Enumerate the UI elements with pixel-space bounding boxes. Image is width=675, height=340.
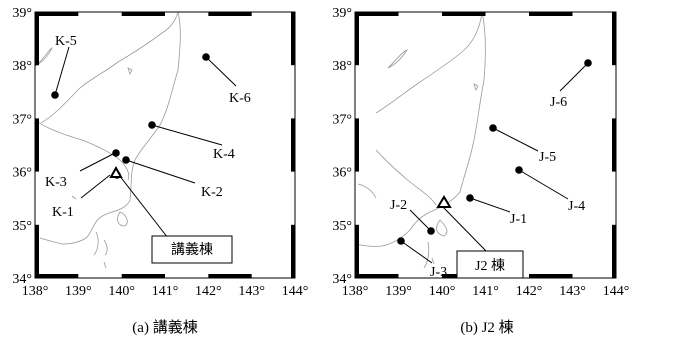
building-label-b: J2 棟 — [475, 258, 505, 274]
lat-tick-label: 37° — [12, 112, 32, 127]
station-labels-b: J-6 J-5 J-4 J-1 J-2 J-3 — [390, 95, 585, 280]
lat-tick-label: 35° — [12, 219, 32, 234]
lon-labels-b: 138° 139° 140° 141° 142° 143° 144° — [342, 284, 630, 299]
lon-tick-label: 138° — [342, 284, 369, 299]
station-j-6-marker — [584, 59, 592, 67]
leader-lines-a — [54, 46, 237, 239]
lat-tick-label: 37° — [332, 112, 352, 127]
lat-tick-label: 39° — [12, 6, 32, 21]
frame-bar — [121, 274, 165, 278]
station-k-5-marker — [51, 91, 59, 99]
lat-tick-label: 36° — [12, 166, 32, 181]
frame-bar — [612, 12, 616, 66]
lon-tick-label: 142° — [516, 284, 543, 299]
lat-tick-label: 34° — [332, 272, 352, 287]
station-k-6-marker — [202, 53, 210, 61]
station-j-1-marker — [466, 194, 474, 202]
lon-tick-label: 143° — [559, 284, 586, 299]
frame-bar — [35, 12, 79, 16]
station-k-3-marker — [112, 149, 120, 157]
lon-tick-label: 143° — [238, 284, 265, 299]
station-j-3-marker — [397, 237, 405, 245]
frame-bar — [355, 224, 359, 278]
station-label: K-6 — [229, 91, 251, 106]
lat-tick-label: 36° — [332, 166, 352, 181]
station-label: J-6 — [550, 95, 567, 110]
frame-ticks-a — [35, 12, 295, 278]
frame-bar — [355, 118, 359, 172]
building-label-box-b — [456, 250, 524, 279]
leader-lines-b — [400, 62, 589, 264]
stations-b — [397, 59, 592, 245]
lat-tick-label: 38° — [12, 59, 32, 74]
frame-bar — [35, 118, 39, 172]
coastline-b — [355, 11, 486, 269]
building-b-triangle-icon — [436, 195, 452, 208]
station-label: K-1 — [52, 205, 74, 220]
station-label: K-2 — [201, 185, 223, 200]
frame-bar — [529, 274, 573, 278]
station-label: J-2 — [390, 198, 407, 213]
frame-bar — [35, 12, 39, 66]
station-j-4-marker — [515, 166, 523, 174]
lon-tick-label: 141° — [472, 284, 499, 299]
map-caption-b: (b) J2 棟 — [460, 319, 513, 336]
station-j-2-marker — [427, 227, 435, 235]
station-labels-a: K-5 K-6 K-4 K-3 K-2 K-1 — [45, 34, 251, 220]
lon-tick-label: 140° — [108, 284, 135, 299]
station-j-5-marker — [489, 124, 497, 132]
lon-tick-label: 140° — [429, 284, 456, 299]
lon-tick-label: 144° — [603, 284, 630, 299]
frame-bar — [442, 12, 486, 16]
building-label-a: 講義棟 — [171, 241, 213, 258]
frame-bar — [35, 274, 79, 278]
frame-bar — [612, 224, 616, 278]
lon-labels-a: 138° 139° 140° 141° 142° 143° 144° — [22, 284, 309, 299]
station-label: J-4 — [568, 199, 585, 214]
lat-tick-label: 35° — [332, 219, 352, 234]
building-a-triangle-icon — [109, 165, 123, 178]
frame-bar — [208, 274, 252, 278]
lon-tick-label: 139° — [65, 284, 92, 299]
frame-bar — [35, 224, 39, 278]
frame-bar — [208, 12, 252, 16]
frame-bar — [355, 12, 399, 16]
coastline-a — [34, 11, 181, 269]
station-label: J-3 — [430, 265, 447, 280]
frame-bar — [291, 224, 295, 278]
lon-tick-label: 138° — [22, 284, 49, 299]
frame-bar — [529, 12, 573, 16]
station-label: K-3 — [45, 175, 67, 190]
station-label: K-4 — [213, 147, 235, 162]
map-caption-a: (a) 講義棟 — [132, 319, 197, 336]
frame-bar — [121, 12, 165, 16]
frame-bar — [291, 12, 295, 66]
map-b: 39°38°37°36°35°34° 138° 139° 140° 141° 142° 1… — [332, 6, 629, 336]
lat-tick-label: 39° — [332, 6, 352, 21]
lon-tick-label: 142° — [195, 284, 222, 299]
frame-bar — [291, 118, 295, 172]
station-label: K-5 — [55, 34, 77, 49]
frame-bar — [355, 12, 359, 66]
frame-bar — [612, 118, 616, 172]
frame-bar — [355, 274, 399, 278]
lat-tick-label: 38° — [332, 59, 352, 74]
station-k-4-marker — [148, 121, 156, 129]
lat-labels-a: 39° 38° 37° 36° 35° 34° — [12, 6, 32, 287]
lat-tick-label: 34° — [12, 272, 32, 287]
lat-labels-b: 39° 38° 37° 36° 35° 34° — [332, 6, 352, 287]
station-label: J-1 — [510, 212, 527, 227]
station-label: J-5 — [539, 150, 556, 165]
map-a: 39°38°37°36°35°34° 138° 139° 140° 141° 142° 1… — [12, 6, 308, 336]
lon-tick-label: 139° — [385, 284, 412, 299]
stations-a — [51, 53, 210, 179]
lon-tick-label: 144° — [282, 284, 309, 299]
lon-tick-label: 141° — [152, 284, 179, 299]
building-label-box-a — [151, 235, 233, 264]
station-k-2-marker — [122, 156, 130, 164]
